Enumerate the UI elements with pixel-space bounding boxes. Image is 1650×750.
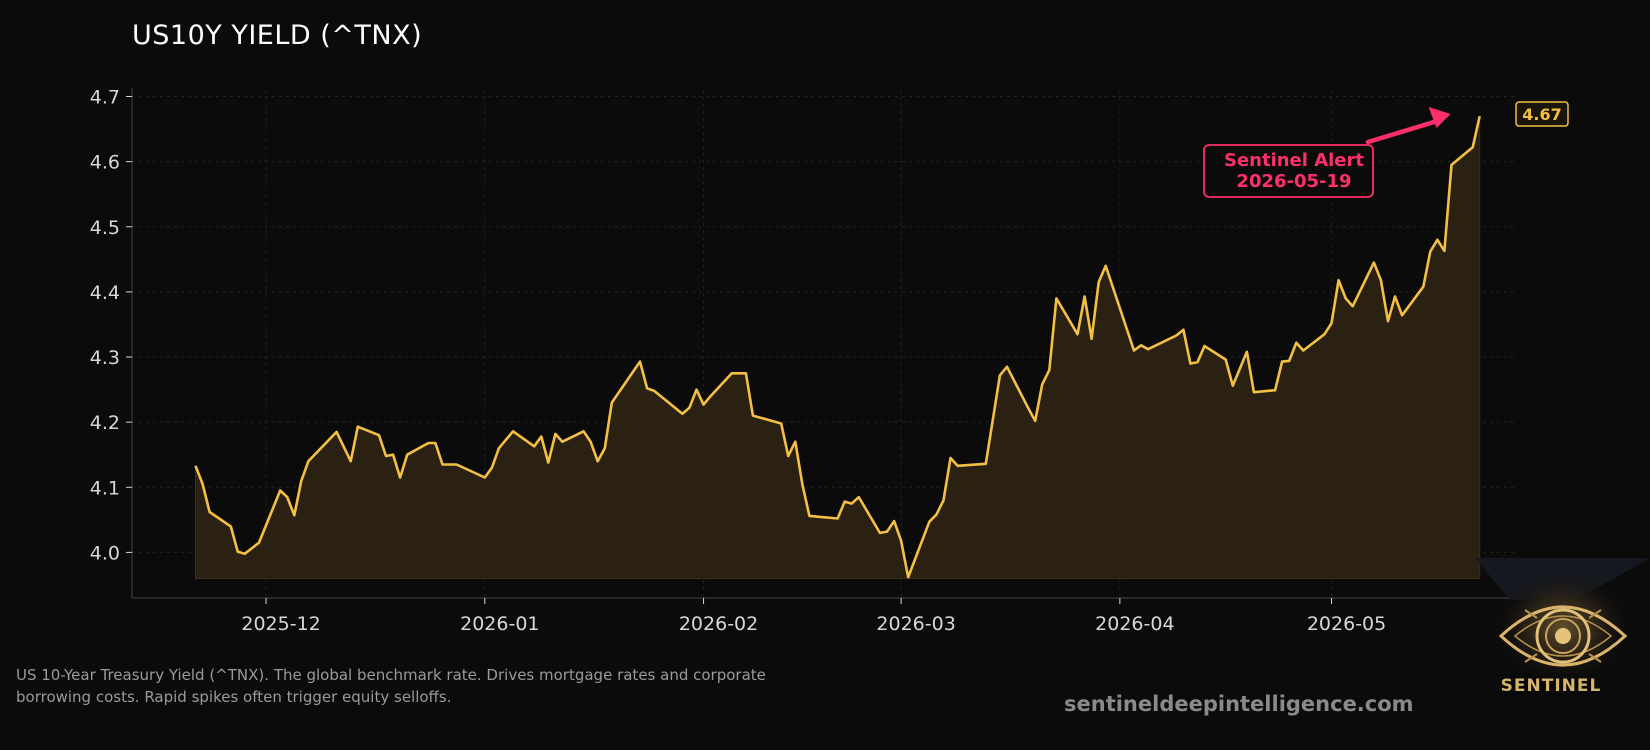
annotation-text: 2026-05-19 [1236,171,1351,192]
annotation-arrow-shaft [1365,117,1443,145]
x-tick-label: 2025-12 [241,613,320,635]
website-url[interactable]: sentineldeepintelligence.com [1064,692,1414,716]
series-line [194,115,1481,579]
y-tick-label: 4.4 [90,282,120,304]
last-value-label: 4.67 [1522,105,1561,124]
x-tick-label: 2026-02 [679,613,758,635]
eye-icon [1475,558,1650,691]
y-tick-label: 4.7 [90,87,120,109]
y-tick-label: 4.1 [90,477,120,499]
logo-text: SENTINEL [1500,676,1602,696]
x-tick-label: 2026-03 [876,613,955,635]
chart-title: US10Y YIELD (^TNX) [132,20,423,51]
x-tick-label: 2026-05 [1307,613,1386,635]
last-value-badge [1515,101,1569,127]
y-tick-label: 4.6 [90,152,120,174]
x-tick-label: 2026-04 [1095,613,1174,635]
y-tick-label: 4.2 [90,412,120,434]
y-tick-label: 4.3 [90,347,120,369]
chart-caption: US 10-Year Treasury Yield (^TNX). The gl… [16,666,766,706]
annotation-arrow-head [1428,107,1451,129]
y-tick-label: 4.5 [90,217,120,239]
annotation-text: Sentinel Alert [1224,150,1364,171]
annotation-box [1203,144,1374,198]
x-tick-label: 2026-01 [460,613,539,635]
y-tick-label: 4.0 [90,542,120,564]
